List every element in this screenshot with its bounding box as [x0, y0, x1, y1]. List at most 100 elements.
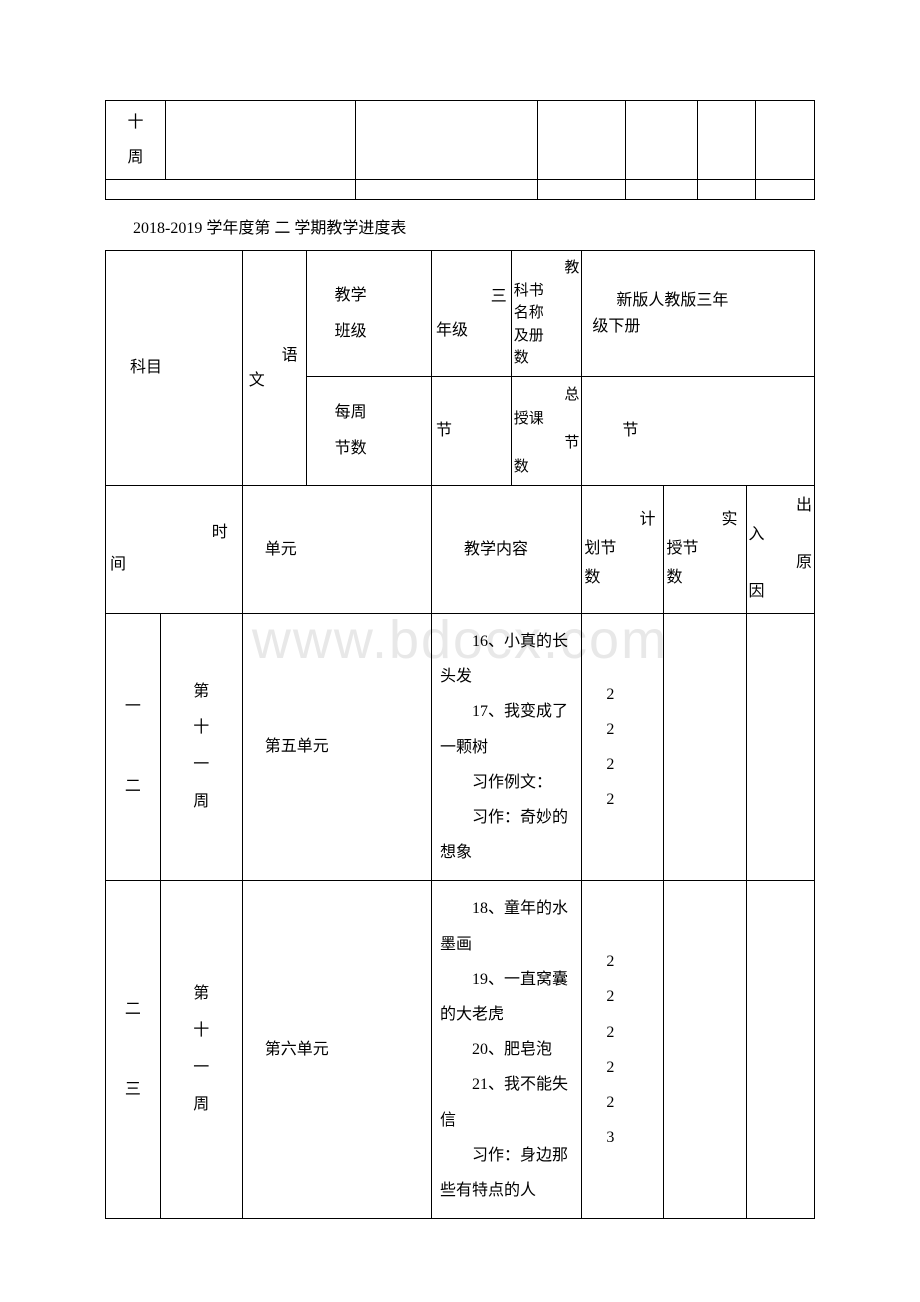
plan-cell: 2 2 2 2 2 3 [582, 881, 664, 1219]
text: 间 [110, 549, 238, 581]
text: 习作：奇妙的想象 [440, 800, 573, 870]
class-label-cell: 教学 班级 [306, 251, 431, 377]
cell [538, 180, 626, 200]
text: 周 [165, 1087, 238, 1124]
progress-table: 科目 语 文 教学 班级 三 年级 教 科书 名称 及册 数 新版人 [105, 250, 815, 1219]
text: 一 [165, 1050, 238, 1087]
subject-value-cell: 语 文 [242, 251, 306, 486]
text: 2 [606, 979, 657, 1014]
text: 班级 [335, 319, 423, 345]
text: 划节 [584, 535, 661, 564]
book-value-cell: 新版人教版三年 级下册 [582, 251, 815, 377]
text: 时 [110, 517, 228, 549]
text: 出 [749, 492, 812, 521]
text: 数 [514, 455, 580, 479]
cell [356, 180, 538, 200]
unit-cell: 第五单元 [242, 614, 431, 881]
text: 20、肥皂泡 [440, 1032, 573, 1067]
text: 因 [749, 578, 812, 607]
text: 节 [622, 422, 638, 439]
text: 16、小真的长头发 [440, 624, 573, 694]
top-col6 [698, 101, 756, 180]
subject-label-cell: 科目 [106, 251, 243, 486]
text: 节 [436, 418, 507, 444]
text: 新版人教版三年 [616, 288, 804, 314]
col-time-header: 时 间 [106, 485, 243, 613]
actual-cell [664, 614, 746, 881]
table-row: 二 三 第 十 一 周 第六单元 18、童年的水墨画 19、一直窝囊的大老虎 2… [106, 881, 815, 1219]
time-prefix-cell: 二 三 [106, 881, 161, 1219]
actual-cell [664, 881, 746, 1219]
text: 三 [106, 1050, 160, 1130]
top-col2 [166, 101, 356, 180]
text: 二 [106, 747, 160, 827]
top-col5 [626, 101, 698, 180]
text: 21、我不能失信 [440, 1067, 573, 1137]
page-content: 十 周 2018-2019 学年度第 二 学期教学进度表 科目 [105, 100, 815, 1219]
cell [106, 180, 356, 200]
text: 2 [606, 677, 657, 712]
text: 数 [584, 564, 661, 593]
table-row: 时 间 单元 教学内容 计 划节 数 实 授节 数 出 入 原 因 [106, 485, 815, 613]
text: 2 [606, 747, 657, 782]
content-cell: 16、小真的长头发 17、我变成了一颗树 习作例文： 习作：奇妙的想象 [431, 614, 581, 881]
text: 17、我变成了一颗树 [440, 694, 573, 764]
content-cell: 18、童年的水墨画 19、一直窝囊的大老虎 20、肥皂泡 21、我不能失信 习作… [431, 881, 581, 1219]
text: 节 [514, 431, 580, 455]
text: 及册 [514, 325, 580, 348]
text: 2 [606, 1015, 657, 1050]
text: 周 [165, 784, 238, 821]
cell [626, 180, 698, 200]
top-fragment-table: 十 周 [105, 100, 815, 200]
page-title: 2018-2019 学年度第 二 学期教学进度表 [133, 214, 815, 238]
reason-cell [746, 881, 814, 1219]
text: 2 [606, 782, 657, 817]
col-reason-header: 出 入 原 因 [746, 485, 814, 613]
book-label-cell: 教 科书 名称 及册 数 [511, 251, 582, 377]
text: 数 [514, 347, 580, 370]
text: 一 [106, 667, 160, 747]
time-prefix-cell: 一 二 [106, 614, 161, 881]
text: 每周 [335, 400, 423, 426]
text: 授节 [666, 535, 743, 564]
text: 第 [165, 674, 238, 711]
text: 十 [165, 1013, 238, 1050]
text: 级下册 [592, 314, 804, 340]
text: 教学 [335, 283, 423, 309]
text: 节数 [335, 436, 423, 462]
weekly-value-cell: 节 [431, 376, 511, 485]
col-content-header: 教学内容 [431, 485, 581, 613]
table-row [106, 180, 815, 200]
text: 入 [749, 521, 812, 550]
text: 2 [606, 1085, 657, 1120]
text: 三 [436, 284, 507, 310]
text: 语 [247, 343, 298, 369]
text: 一 [165, 747, 238, 784]
text: 文 [249, 368, 302, 394]
text: 科书 [514, 280, 580, 303]
text: 实 [666, 506, 737, 535]
total-label-cell: 总 授课 节 数 [511, 376, 582, 485]
text: 计 [584, 506, 655, 535]
text: 2 [606, 1050, 657, 1085]
text: 十 [112, 105, 159, 140]
top-col4 [538, 101, 626, 180]
text: 授课 [514, 407, 580, 431]
top-col1: 十 周 [106, 101, 166, 180]
time-cell: 第 十 一 周 [160, 614, 242, 881]
text: 二 [106, 970, 160, 1050]
total-value-cell: 节 [582, 376, 815, 485]
subject-label: 科目 [130, 359, 162, 376]
text: 3 [606, 1120, 657, 1155]
text: 十 [165, 710, 238, 747]
class-value-cell: 三 年级 [431, 251, 511, 377]
cell [756, 180, 815, 200]
col-plan-header: 计 划节 数 [582, 485, 664, 613]
text: 18、童年的水墨画 [440, 891, 573, 961]
text: 周 [112, 140, 159, 175]
text: 习作：身边那些有特点的人 [440, 1138, 573, 1208]
table-row: 十 周 [106, 101, 815, 180]
text: 总 [514, 383, 580, 407]
table-row: 科目 语 文 教学 班级 三 年级 教 科书 名称 及册 数 新版人 [106, 251, 815, 377]
time-cell: 第 十 一 周 [160, 881, 242, 1219]
